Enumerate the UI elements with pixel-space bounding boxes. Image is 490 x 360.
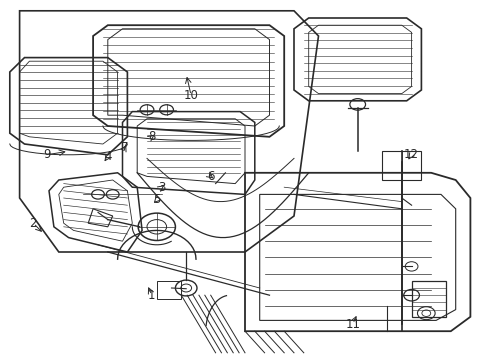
Text: 9: 9	[43, 148, 50, 161]
Text: 1: 1	[148, 289, 156, 302]
Text: 2: 2	[29, 217, 37, 230]
Text: 7: 7	[121, 141, 129, 154]
Text: 12: 12	[404, 148, 419, 161]
Text: 4: 4	[104, 150, 112, 163]
Text: 3: 3	[158, 181, 166, 194]
Text: 5: 5	[153, 193, 161, 206]
Text: 8: 8	[148, 130, 156, 143]
Text: 10: 10	[184, 89, 198, 102]
Text: 11: 11	[345, 318, 360, 330]
Text: 6: 6	[207, 170, 215, 183]
